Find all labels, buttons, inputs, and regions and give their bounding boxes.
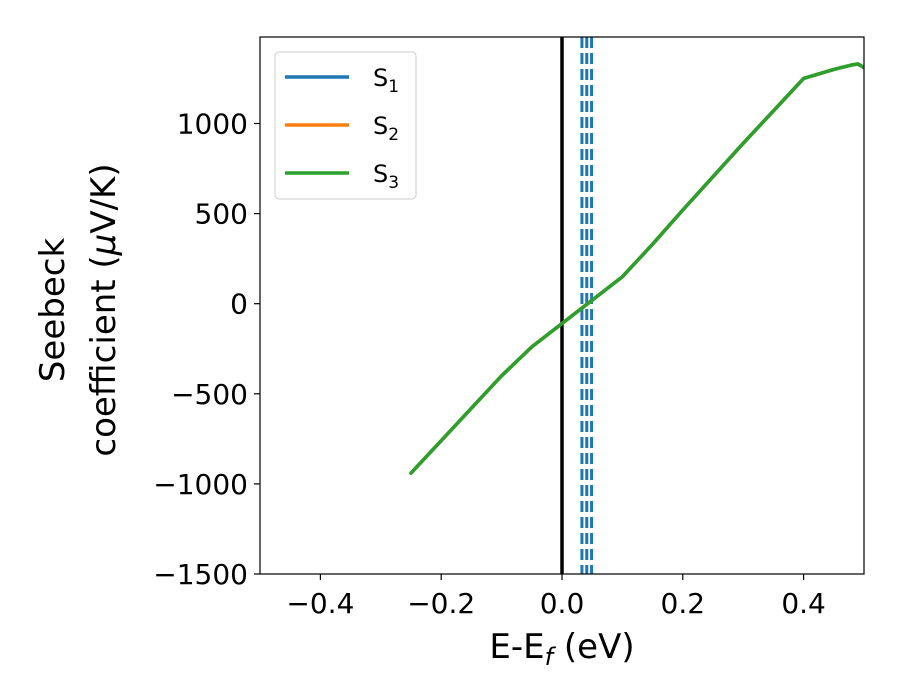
y-axis-title-line2: coefficient (μV/K) xyxy=(84,163,124,456)
y-tick-label: 500 xyxy=(195,198,248,231)
y-axis-title-line1: Seebeck xyxy=(33,238,73,383)
series-line-s3 xyxy=(409,62,864,475)
legend-label-s3: S3 xyxy=(373,160,399,193)
legend-label-s2: S2 xyxy=(373,112,399,145)
y-tick-label: −1500 xyxy=(153,558,248,591)
series-lines xyxy=(409,62,864,475)
x-axis-title-main: E-E xyxy=(489,627,544,667)
legend-label-main: S xyxy=(373,112,388,140)
legend-label-sub: 2 xyxy=(388,125,399,145)
y-tick-label: −500 xyxy=(171,378,248,411)
x-axis: −0.4 −0.2 0.0 0.2 0.4 xyxy=(286,574,826,620)
legend-label-main: S xyxy=(373,160,388,188)
x-axis-title-unit: (eV) xyxy=(553,627,635,667)
x-tick-label: 0.0 xyxy=(540,587,585,620)
legend-label-sub: 1 xyxy=(388,77,399,97)
y-axis-title: Seebeck coefficient (μV/K) xyxy=(33,163,124,456)
y-axis-title-line2-pre: coefficient ( xyxy=(84,255,124,456)
legend-label-main: S xyxy=(373,64,388,92)
y-axis-title-line2-post: V/K) xyxy=(84,163,124,233)
y-tick-label: 1000 xyxy=(177,107,248,140)
legend-label-s1: S1 xyxy=(373,64,399,97)
x-tick-label: 0.2 xyxy=(661,587,706,620)
x-tick-label: −0.2 xyxy=(407,587,475,620)
y-tick-label: −1000 xyxy=(153,468,248,501)
x-axis-title: E-Ef (eV) xyxy=(489,627,634,671)
legend-label-sub: 3 xyxy=(388,173,399,193)
x-tick-label: 0.4 xyxy=(781,587,826,620)
y-tick-label: 0 xyxy=(230,288,248,321)
vertical-lines xyxy=(560,37,594,574)
y-axis-title-mu: μ xyxy=(84,234,124,257)
y-axis: −1500 −1000 −500 0 500 1000 xyxy=(153,107,260,591)
x-tick-label: −0.4 xyxy=(286,587,354,620)
